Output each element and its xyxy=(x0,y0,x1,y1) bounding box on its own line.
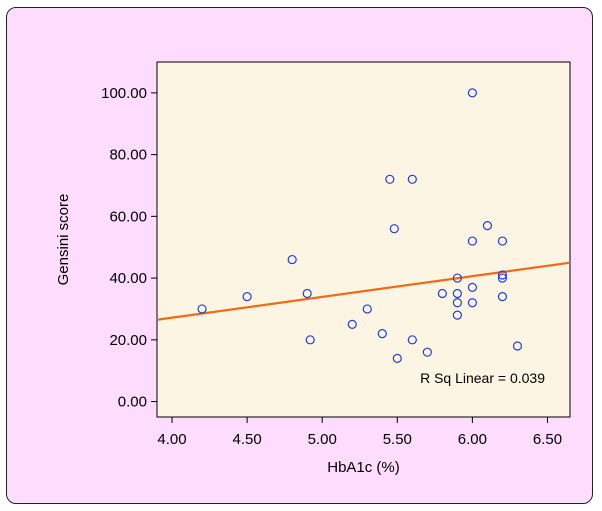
y-tick-label: 0.00 xyxy=(118,394,147,411)
plot-area xyxy=(156,61,571,418)
x-axis-title: HbA1c (%) xyxy=(327,459,400,476)
data-point xyxy=(497,270,508,280)
x-tick-label: 6.00 xyxy=(458,431,487,448)
data-point xyxy=(452,288,462,299)
x-tick-label: 5.50 xyxy=(383,431,412,448)
y-tick-label: 80.00 xyxy=(109,147,147,164)
data-point xyxy=(407,174,417,184)
data-point xyxy=(389,224,399,234)
r-squared-annotation: R Sq Linear = 0.039 xyxy=(420,370,545,386)
data-point xyxy=(422,347,432,357)
y-tick-label: 100.00 xyxy=(101,85,147,102)
y-tick-label: 40.00 xyxy=(109,270,147,287)
data-point xyxy=(362,304,372,314)
x-tick-label: 4.00 xyxy=(157,431,186,448)
x-tick-label: 6.50 xyxy=(533,431,562,448)
data-point xyxy=(497,292,508,302)
data-point xyxy=(467,88,477,98)
data-point xyxy=(392,353,402,363)
data-point xyxy=(437,288,447,299)
data-point xyxy=(347,319,357,329)
data-point xyxy=(467,282,477,292)
x-tick-label: 4.50 xyxy=(233,431,262,448)
x-tick-label: 5.00 xyxy=(308,431,337,448)
y-axis-title: Gensini score xyxy=(55,194,72,286)
data-point xyxy=(512,341,523,351)
data-point xyxy=(305,335,315,345)
data-point xyxy=(497,273,508,283)
data-point xyxy=(197,304,207,314)
fit-line xyxy=(156,261,571,321)
data-point xyxy=(385,174,395,184)
data-point xyxy=(482,221,492,231)
data-point xyxy=(287,254,297,265)
data-point xyxy=(407,335,417,345)
y-tick-label: 60.00 xyxy=(109,208,147,225)
data-point xyxy=(497,236,508,246)
data-point xyxy=(467,236,477,246)
y-tick-label: 20.00 xyxy=(109,332,147,349)
data-point xyxy=(452,273,462,283)
data-point xyxy=(452,310,462,320)
data-point xyxy=(302,288,312,299)
data-point xyxy=(377,329,387,339)
data-point xyxy=(452,298,462,308)
data-point xyxy=(467,298,477,308)
data-point xyxy=(242,292,252,302)
